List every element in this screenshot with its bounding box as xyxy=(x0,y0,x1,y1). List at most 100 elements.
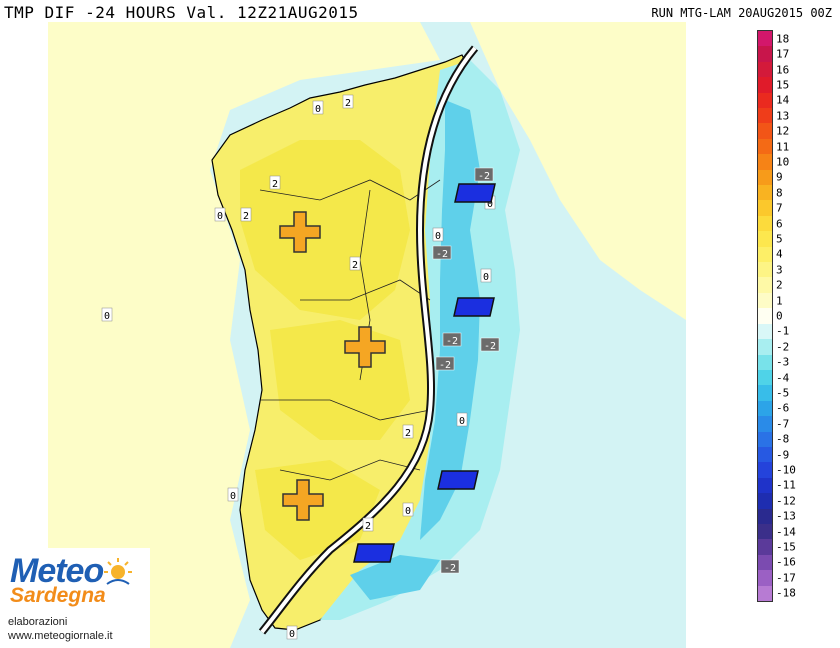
contour-label: -2 xyxy=(436,249,448,260)
contour-label-box xyxy=(456,412,468,427)
contour-label-box xyxy=(440,559,460,574)
colorbar-cell xyxy=(758,446,772,463)
contour-label-box xyxy=(432,245,452,260)
contour-label: 0 xyxy=(483,272,489,283)
colorbar-tick-label: -16 xyxy=(776,555,796,569)
colorbar-tick-label: 16 xyxy=(776,63,790,76)
colorbar-cell xyxy=(758,123,772,140)
contour-label: 0 xyxy=(315,104,321,115)
contour-label-box xyxy=(101,307,113,322)
colorbar-tick-label: -15 xyxy=(776,540,796,554)
colorbar-cell xyxy=(758,31,772,47)
contour-label-box xyxy=(214,207,226,222)
colorbar-tick-label: 13 xyxy=(776,109,790,123)
colorbar-cell xyxy=(758,339,772,355)
warm-plus-marker xyxy=(344,326,386,368)
colorbar-tick-label: -6 xyxy=(776,401,790,415)
colorbar-tick-label: -9 xyxy=(776,448,790,462)
colorbar-cell xyxy=(758,92,772,109)
contour-label-box xyxy=(402,424,414,439)
colorbar-cell xyxy=(758,554,772,571)
contour-label-box xyxy=(402,502,414,517)
colorbar-cell xyxy=(758,369,772,386)
cold-band-strong xyxy=(420,100,480,540)
contour-label: 0 xyxy=(487,199,493,210)
colorbar-cell xyxy=(758,154,772,171)
contour-label-box xyxy=(362,517,374,532)
colorbar-tick-label: -4 xyxy=(776,371,790,385)
colorbar-cell xyxy=(758,108,772,124)
colorbar-cell xyxy=(758,61,772,78)
contour-label: 2 xyxy=(405,428,411,439)
contour-label-box xyxy=(480,268,492,283)
cold-south-coast xyxy=(350,555,440,600)
colorbar-cell xyxy=(758,231,772,248)
colorbar-tick-label: 12 xyxy=(776,124,790,138)
cold-minus-marker xyxy=(454,183,496,203)
contour-label-box xyxy=(435,356,455,371)
cold-minus-marker xyxy=(437,470,479,490)
logo-url[interactable]: www.meteogiornale.it xyxy=(8,630,113,642)
colorbar-tick-label: 15 xyxy=(776,78,790,92)
warm-plus-marker xyxy=(282,479,324,521)
colorbar-tick-label: -11 xyxy=(776,478,796,492)
contour-label-box xyxy=(442,332,462,347)
contour-label-box xyxy=(432,227,444,242)
colorbar-cell xyxy=(758,246,772,263)
contour-label: 0 xyxy=(405,506,411,517)
contour-label: 0 xyxy=(104,311,110,322)
colorbar-tick-label: -10 xyxy=(776,463,796,477)
colorbar-cell xyxy=(758,585,772,602)
colorbar-cell xyxy=(758,508,772,525)
warm-markers xyxy=(279,211,386,521)
map-svg: 0 2 2 2 0 2 0 2 0 2 0 0 -2 -2 0 -2 -2 -2 0 -2 0 0 xyxy=(48,22,686,648)
colorbar-cell xyxy=(758,292,772,309)
sea-neutral-west xyxy=(48,22,440,648)
map-panel: 0 2 2 2 0 2 0 2 0 2 0 0 -2 -2 0 -2 -2 -2 0 -2 0 0 xyxy=(48,22,686,648)
contour-label: 0 xyxy=(230,491,236,502)
colorbar-tick-label: 18 xyxy=(776,32,790,46)
colorbar-cell xyxy=(758,400,772,417)
cold-markers xyxy=(353,183,496,563)
front-line xyxy=(260,46,477,634)
colorbar-tick-label: 0 xyxy=(776,309,783,323)
contour-label: 0 xyxy=(289,629,295,640)
colorbar-cell xyxy=(758,262,772,278)
colorbar-cell xyxy=(758,185,772,201)
colorbar-tick-label: -1 xyxy=(776,324,790,338)
colorbar-cell xyxy=(758,477,772,494)
contour-label-box xyxy=(312,100,324,115)
contour-label-box xyxy=(227,487,239,502)
colorbar-cell xyxy=(758,323,772,340)
colorbar-tick-label: 7 xyxy=(776,201,783,215)
colorbar-tick-label: 11 xyxy=(776,140,790,154)
colorbar-cell xyxy=(758,493,772,510)
colorbar-cell xyxy=(758,215,772,232)
contour-label-box xyxy=(474,167,494,182)
contour-labels: 0 2 2 2 0 2 0 2 0 2 0 0 -2 -2 0 -2 -2 -2 0 -2 0 0 xyxy=(101,94,500,640)
colorbar-cell xyxy=(758,46,772,63)
colorbar-tick-label: 3 xyxy=(776,263,783,277)
colorbar-cell xyxy=(758,462,772,479)
colorbar-cell xyxy=(758,277,772,294)
warm-patch-north xyxy=(240,140,410,320)
contour-label: 0 xyxy=(217,211,223,222)
colorbar-cell xyxy=(758,77,772,94)
contour-label: 0 xyxy=(459,416,465,427)
contour-label-box xyxy=(269,175,281,190)
contour-label: 2 xyxy=(272,179,278,190)
colorbar-tick-label: -8 xyxy=(776,432,790,446)
contour-label-box xyxy=(286,625,298,640)
colorbar-tick-label: 6 xyxy=(776,217,783,231)
contour-label: 0 xyxy=(435,231,441,242)
cold-minus-marker xyxy=(453,297,495,317)
colorbar-cell xyxy=(758,385,772,402)
warm-plus-marker xyxy=(279,211,321,253)
contour-label: -2 xyxy=(439,360,451,371)
contour-label: 2 xyxy=(243,211,249,222)
cold-minus-marker xyxy=(353,543,395,563)
map-title: TMP DIF -24 HOURS Val. 12Z21AUG2015 xyxy=(4,3,359,22)
colorbar-tick-label: -3 xyxy=(776,355,790,369)
colorbar-cell xyxy=(758,431,772,448)
colorbar-tick-label: -14 xyxy=(776,525,796,539)
